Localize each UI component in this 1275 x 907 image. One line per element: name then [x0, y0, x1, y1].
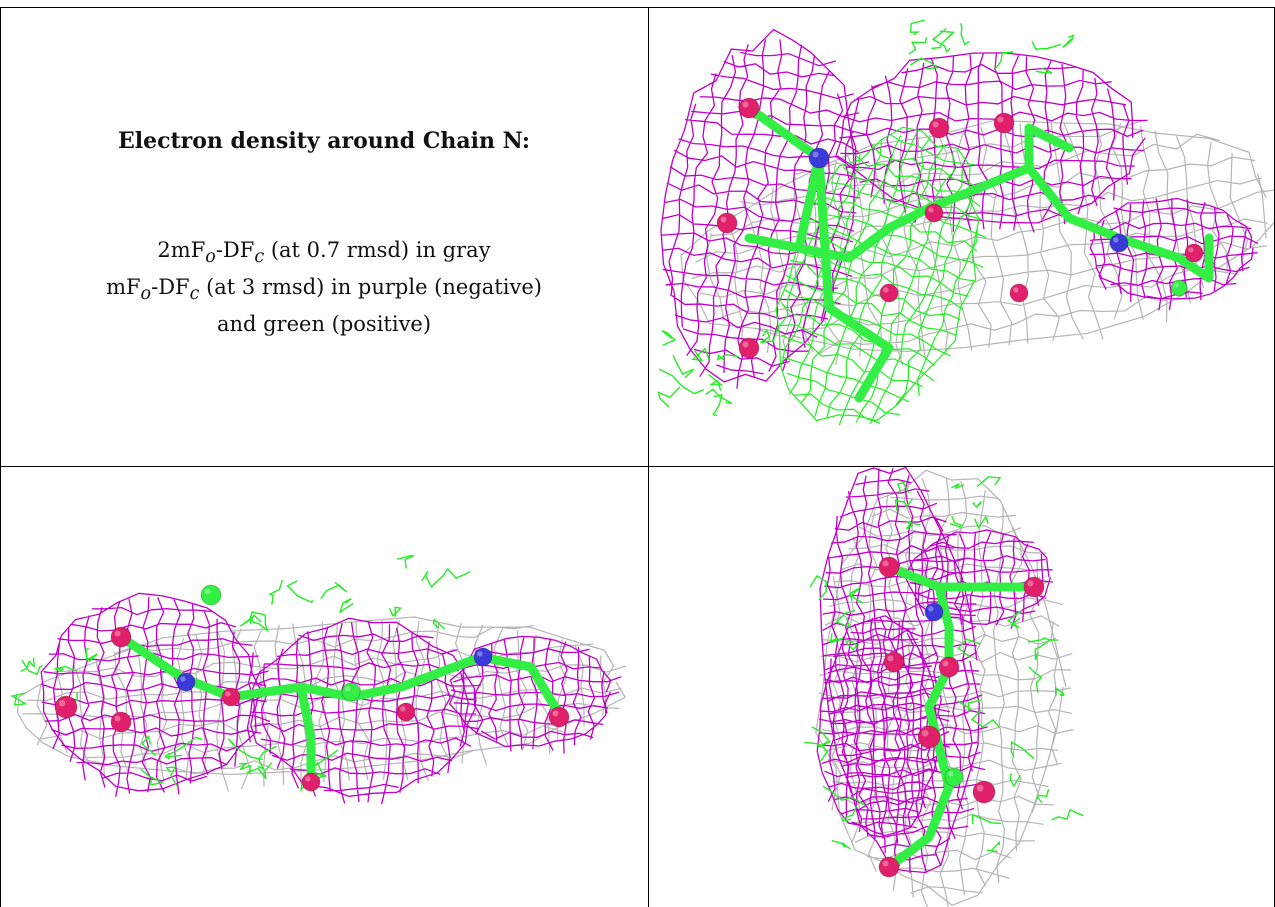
oxygen-atom-highlight — [742, 341, 749, 348]
table-border-left — [0, 7, 1, 907]
green-mesh-fragment — [657, 328, 775, 417]
oxygen-atom-highlight — [742, 101, 749, 108]
caption-line-diff: mFo-DFc (at 3 rmsd) in purple (negative) — [106, 275, 542, 305]
oxygen-atom — [110, 626, 132, 648]
carbon-atom-highlight — [1173, 282, 1179, 288]
oxygen-atom-highlight — [225, 691, 231, 697]
carbon-atom — [1170, 279, 1188, 297]
oxygen-atom — [883, 651, 905, 673]
carbon-atom-highlight — [204, 588, 211, 595]
oxygen-atom-highlight — [883, 287, 889, 293]
nitrogen-atom-highlight — [180, 676, 186, 682]
nitrogen-atom — [176, 672, 196, 692]
oxygen-atom — [738, 97, 760, 119]
oxygen-atom — [716, 212, 738, 234]
nitrogen-atom — [808, 147, 830, 169]
oxygen-atom — [993, 112, 1015, 134]
oxygen-atom — [54, 695, 78, 719]
nitrogen-atom-highlight — [1113, 237, 1119, 243]
oxygen-atom-highlight — [720, 216, 727, 223]
oxygen-atom-highlight — [1013, 287, 1019, 293]
green-mesh-fragment — [804, 574, 866, 850]
density-mesh-image — [804, 467, 1084, 907]
purple-mesh — [660, 28, 870, 389]
density-mesh-image — [10, 554, 627, 805]
oxygen-atom — [1009, 283, 1029, 303]
oxygen-atom — [928, 117, 950, 139]
nitrogen-atom — [1109, 233, 1129, 253]
caption-cell: Electron density around Chain N: 2mFo-DF… — [0, 8, 648, 466]
caption-title: Electron density around Chain N: — [117, 128, 531, 154]
oxygen-atom-highlight — [58, 699, 66, 707]
oxygen-atom-highlight — [932, 121, 939, 128]
green-mesh-fragment — [908, 19, 1075, 74]
oxygen-atom-highlight — [114, 630, 121, 637]
oxygen-atom — [924, 203, 944, 223]
oxygen-atom — [917, 725, 941, 749]
oxygen-atom — [1023, 576, 1045, 598]
oxygen-atom-highlight — [882, 860, 889, 867]
oxygen-atom — [938, 656, 960, 678]
oxygen-atom-highlight — [997, 116, 1004, 123]
green-mesh-fragment — [894, 475, 1002, 530]
purple-mesh — [250, 617, 481, 805]
caption-description: 2mFo-DFc (at 0.7 rmsd) in gray mFo-DFc (… — [0, 235, 648, 339]
table-border-top — [0, 7, 1275, 8]
carbon-atom-highlight — [948, 771, 954, 777]
nitrogen-atom-highlight — [812, 151, 819, 158]
oxygen-atom-highlight — [400, 706, 406, 712]
nitrogen-atom-highlight — [928, 606, 934, 612]
density-view-top-right — [649, 8, 1274, 466]
oxygen-atom-highlight — [1027, 580, 1034, 587]
carbon-bonds — [814, 153, 894, 403]
carbon-atom — [944, 767, 964, 787]
green-mesh-fragment — [239, 554, 471, 632]
carbon-atom-highlight — [345, 686, 351, 692]
purple-mesh — [819, 467, 988, 874]
oxygen-atom — [1184, 243, 1204, 263]
nitrogen-atom — [924, 602, 944, 622]
density-view-bottom-left — [1, 467, 648, 907]
oxygen-atom — [221, 687, 241, 707]
oxygen-atom — [878, 556, 900, 578]
oxygen-atom-highlight — [921, 729, 929, 737]
density-mesh-image — [657, 19, 1274, 426]
oxygen-atom-highlight — [882, 560, 889, 567]
caption-line-positive: and green (positive) — [216, 312, 432, 337]
caption-line-gray: 2mFo-DFc (at 0.7 rmsd) in gray — [157, 238, 491, 268]
carbon-bonds — [1024, 163, 1214, 283]
oxygen-atom-highlight — [942, 660, 949, 667]
oxygen-atom-highlight — [114, 715, 121, 722]
oxygen-atom-highlight — [305, 776, 311, 782]
carbon-bonds — [116, 632, 566, 722]
oxygen-atom — [396, 702, 416, 722]
oxygen-atom-highlight — [976, 784, 984, 792]
nitrogen-atom — [473, 647, 493, 667]
oxygen-atom — [878, 856, 900, 878]
nitrogen-atom-highlight — [477, 651, 483, 657]
green-mesh-fragment — [956, 610, 1084, 853]
oxygen-atom — [879, 283, 899, 303]
oxygen-atom-highlight — [887, 655, 894, 662]
oxygen-atom-highlight — [552, 710, 559, 717]
oxygen-atom — [301, 772, 321, 792]
table-divider-horizontal — [0, 466, 1275, 467]
oxygen-atom — [110, 711, 132, 733]
oxygen-atom-highlight — [1188, 247, 1194, 253]
carbon-atom — [341, 682, 361, 702]
density-view-bottom-right — [649, 467, 1274, 907]
table-divider-vertical — [648, 7, 649, 907]
oxygen-atom — [738, 337, 760, 359]
oxygen-atom-highlight — [928, 207, 934, 213]
carbon-bonds — [744, 103, 1074, 263]
carbon-bonds — [884, 562, 954, 872]
carbon-atom — [200, 584, 222, 606]
oxygen-atom — [548, 706, 570, 728]
oxygen-atom — [972, 780, 996, 804]
